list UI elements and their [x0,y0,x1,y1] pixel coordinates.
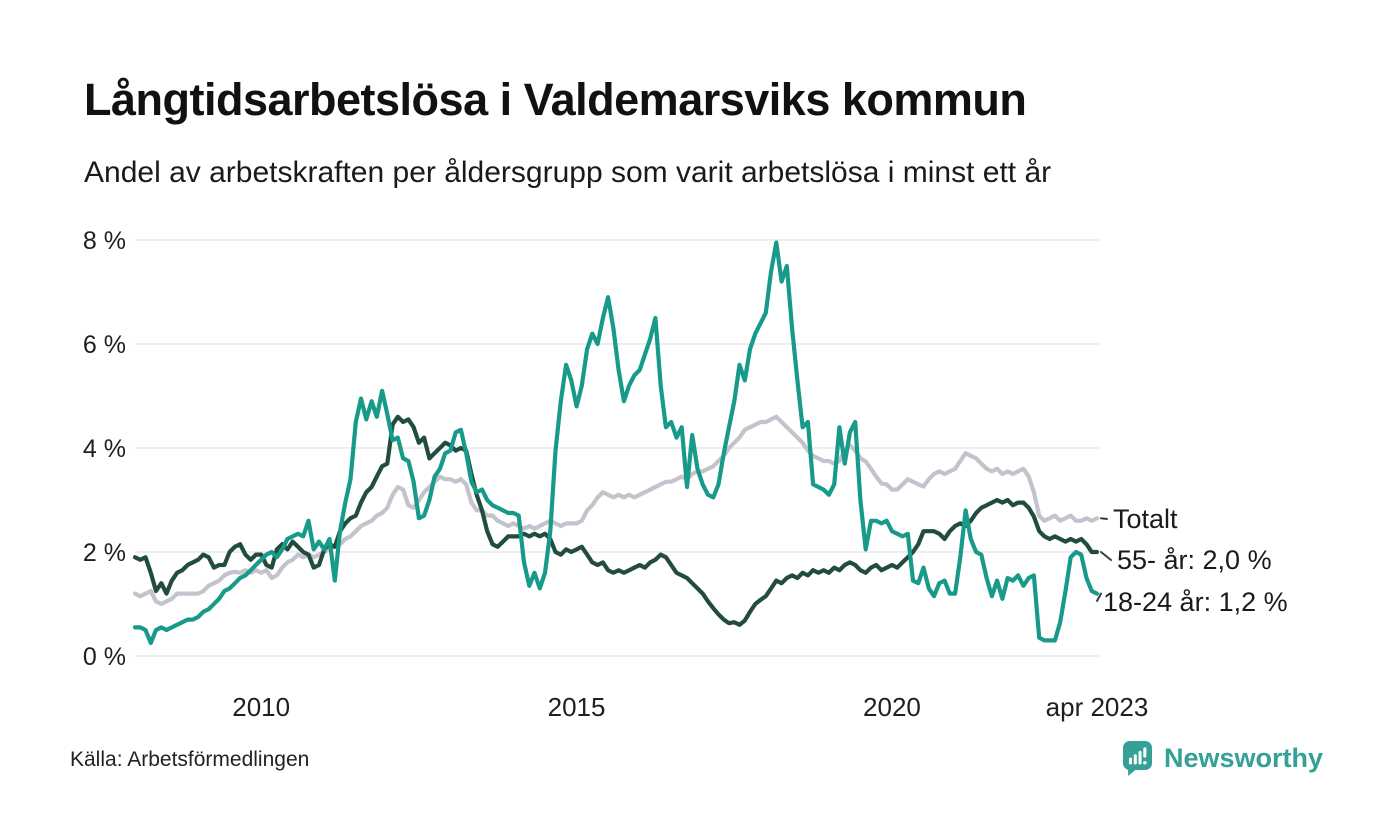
page-title: Långtidsarbetslösa i Valdemarsviks kommu… [84,74,1027,125]
legend-connector-18-24-ar [1096,592,1102,602]
series-label-55-ar: 55- år: 2,0 % [1117,545,1272,575]
page-subtitle: Andel av arbetskraften per åldersgrupp s… [84,156,1052,189]
brand-lockup: Newsworthy [1122,738,1323,779]
x-tick-label: apr 2023 [1046,692,1149,722]
source-note: Källa: Arbetsförmedlingen [70,748,310,771]
series-label-totalt: Totalt [1113,504,1178,534]
y-tick-label: 4 % [83,435,126,463]
series-line-55-ar [132,414,1100,627]
x-tick-label: 2020 [863,692,921,722]
y-axis-labels: 8 % 6 % 4 % 2 % 0 % [83,227,126,671]
series-line-totalt [132,414,1100,607]
x-axis-labels: 2010 2015 2020 apr 2023 [232,692,1148,722]
x-tick-label: 2015 [548,692,606,722]
y-tick-label: 6 % [83,331,126,359]
gridlines [135,239,1099,657]
series-label-18-24-ar: 18-24 år: 1,2 % [1103,587,1288,617]
y-tick-label: 2 % [83,539,126,567]
series-end-labels: Totalt 55- år: 2,0 % 18-24 år: 1,2 % [1103,504,1288,617]
brand-name: Newsworthy [1163,743,1323,773]
y-tick-label: 0 % [83,643,126,671]
series-line-18-24-ar [132,240,1100,646]
y-tick-label: 8 % [83,227,126,255]
legend-connector-55-ar [1100,551,1112,561]
legend-connector-totalt [1100,517,1108,520]
x-tick-label: 2010 [232,692,290,722]
newsworthy-logo-icon [1122,741,1152,776]
